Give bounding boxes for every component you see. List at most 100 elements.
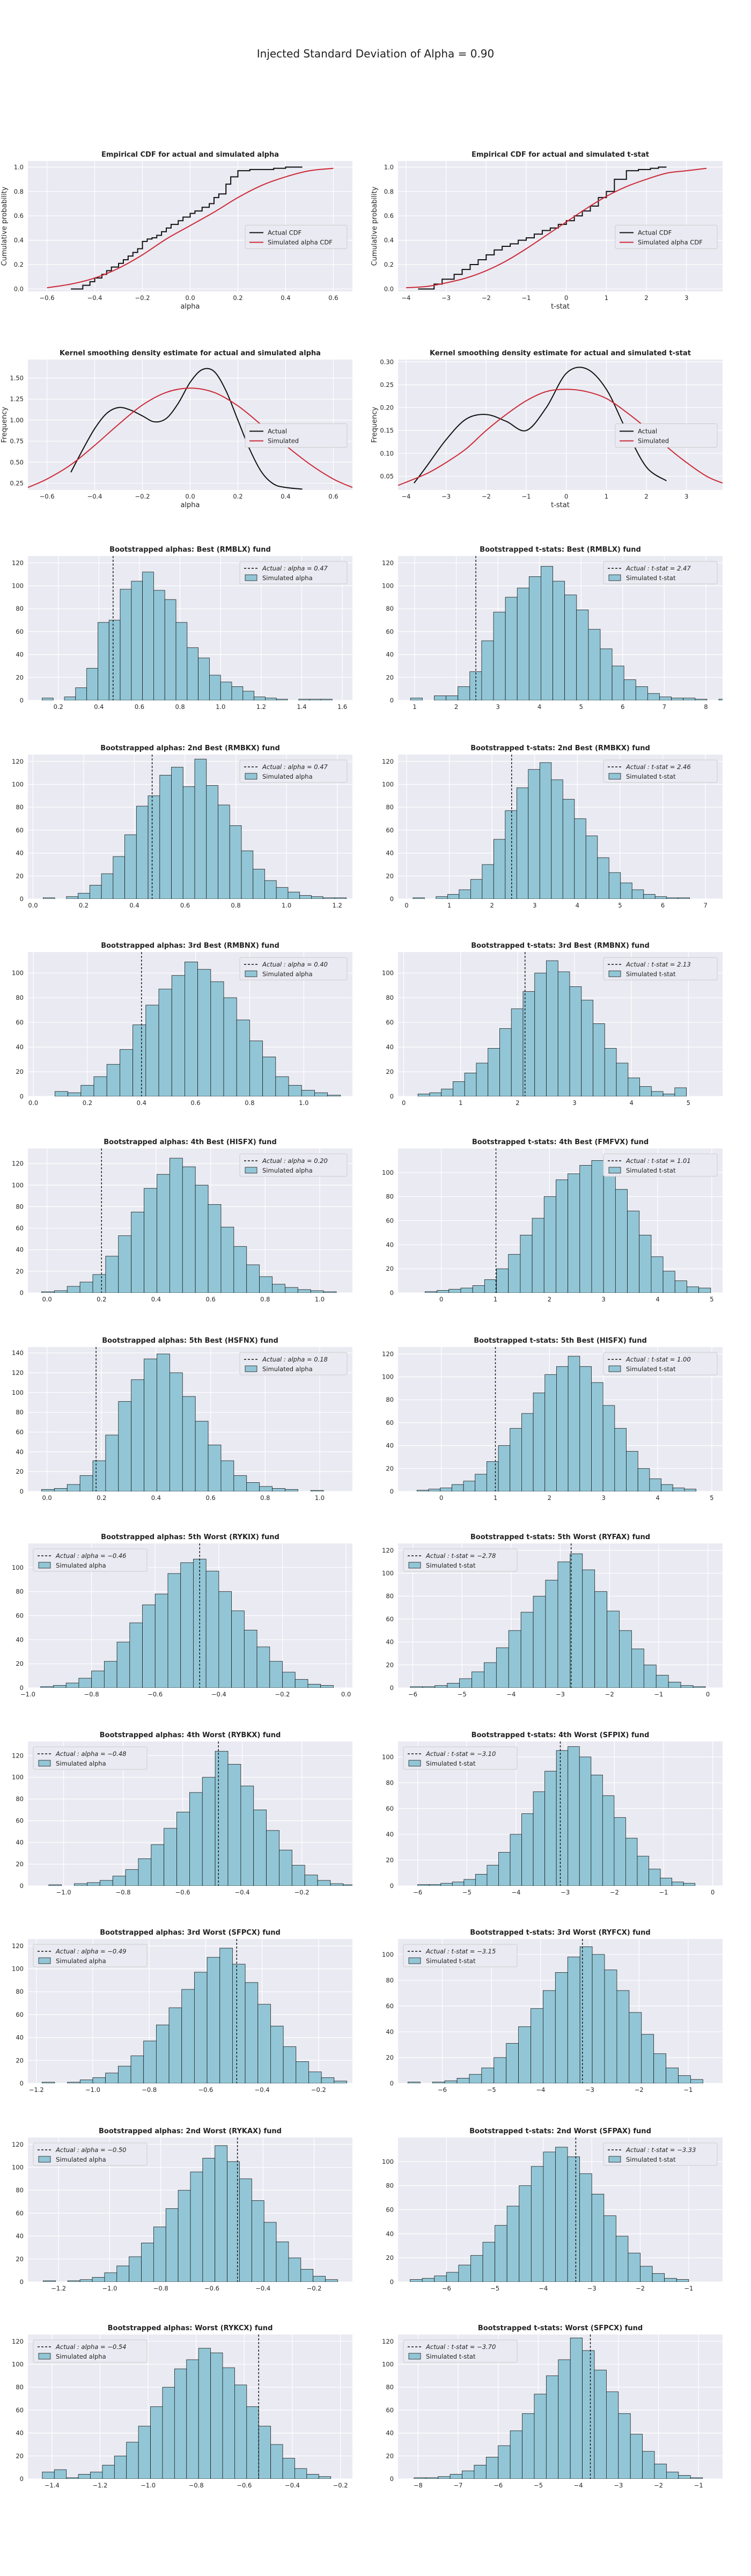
x-tick-label: 0.4 <box>151 1494 161 1502</box>
x-tick-label: 0.2 <box>233 294 242 302</box>
histogram-bar <box>520 1234 533 1293</box>
x-tick-label: 7 <box>703 902 707 909</box>
histogram-bar <box>459 889 471 899</box>
legend-box <box>33 1548 148 1572</box>
y-tick-label: 60 <box>386 1615 394 1623</box>
x-tick-label: −5 <box>490 2285 499 2292</box>
y-tick-label: 0.2 <box>384 261 394 268</box>
histogram-bar <box>643 894 656 899</box>
histogram-bar <box>55 1091 69 1096</box>
y-tick-label: 80 <box>16 1203 24 1210</box>
y-tick-label: 20 <box>16 1468 24 1475</box>
y-tick-label: 60 <box>386 2206 394 2214</box>
y-tick-label: 60 <box>386 1805 394 1812</box>
histogram-bar <box>297 1289 311 1293</box>
histogram-bar <box>106 1064 120 1096</box>
histogram-bar <box>185 961 198 1096</box>
y-tick-label: 60 <box>16 1225 24 1232</box>
x-tick-label: 2 <box>548 1494 551 1502</box>
histogram-bar <box>120 1049 134 1096</box>
histogram-bar <box>690 2079 703 2083</box>
histogram-bar <box>531 2008 543 2083</box>
y-tick-label: 0 <box>390 2475 394 2483</box>
y-tick-label: 60 <box>386 2406 394 2414</box>
histogram-bar <box>616 1990 630 2083</box>
histogram-bar <box>544 1374 557 1491</box>
histogram-bar <box>231 1611 245 1688</box>
chart-title: Bootstrapped t-stats: 3rd Worst (RYFCX) … <box>470 1929 650 1937</box>
histogram-bar <box>460 1287 473 1293</box>
histogram-bar <box>422 1686 436 1688</box>
histogram-bar <box>334 2081 347 2083</box>
legend-label-actual: Actual : alpha = −0.49 <box>55 1948 126 1955</box>
histogram-bar <box>79 1475 93 1491</box>
histogram-bar <box>42 897 55 899</box>
histogram-bar <box>120 589 132 700</box>
chart-title: Kernel smoothing density estimate for ac… <box>430 349 691 357</box>
x-tick-label: 1 <box>494 1494 497 1502</box>
histogram-bar <box>591 1775 603 1886</box>
histogram-bar <box>187 647 199 700</box>
y-tick-label: 20 <box>386 1856 394 1864</box>
series-line-1 <box>71 166 303 290</box>
chart-8: 0 1 2 3 4 5 6 7 0 20 40 60 80 100 120 Bootstrapped t-st… <box>382 744 723 909</box>
x-tick-label: 1 <box>413 703 416 711</box>
histogram-bar <box>272 1488 285 1491</box>
histogram-bar <box>320 699 333 700</box>
histogram-bar <box>54 1488 68 1491</box>
plot-marks <box>416 1347 696 1491</box>
x-tick-label: 3 <box>533 902 536 909</box>
histogram-bar <box>435 1685 448 1688</box>
legend-swatch-simulated <box>38 1562 51 1569</box>
y-tick-label: 100 <box>12 2164 24 2171</box>
histogram-bar <box>567 2156 580 2282</box>
legend-box <box>403 1944 518 1967</box>
chart-5: 0.2 0.4 0.6 0.8 1.0 1.2 1.4 1.6 0 20 40 60 80 100 120 B… <box>12 546 352 711</box>
histogram-bar <box>555 2147 568 2282</box>
y-tick-label: 120 <box>382 758 394 765</box>
histogram-bar <box>253 869 265 899</box>
y-tick-label: 120 <box>12 758 24 765</box>
histogram-bar <box>197 969 211 1096</box>
histogram-bar <box>300 2269 314 2282</box>
histogram-bar <box>664 2278 677 2282</box>
y-tick-label: 60 <box>16 2406 24 2414</box>
x-tick-label: 0.2 <box>97 1494 106 1502</box>
histogram-bar <box>434 2275 447 2282</box>
histogram-bar <box>116 1642 130 1688</box>
histogram-bar <box>288 2257 301 2282</box>
y-tick-label: 100 <box>382 2361 394 2368</box>
x-tick-label: 0.2 <box>83 1099 92 1107</box>
y-tick-label: 0.8 <box>14 188 24 195</box>
x-tick-label: −6 <box>438 2086 447 2094</box>
chart-3: −0.6 −0.4 −0.2 0.0 0.2 0.4 0.6 0.25 0.50 0.75 1.00… <box>1 349 352 509</box>
chart-title: Bootstrapped t-stats: 3rd Best (RMBNX) f… <box>471 942 650 950</box>
histogram-bar <box>568 1356 580 1491</box>
histogram-bar <box>258 2426 271 2479</box>
y-tick-label: 80 <box>16 1795 24 1803</box>
plot-marks <box>41 1347 324 1491</box>
histogram-bar <box>674 1280 687 1293</box>
histogram-bar <box>205 1571 219 1688</box>
y-tick-label: 0.8 <box>384 188 394 195</box>
histogram-bar <box>556 1366 569 1491</box>
legend-box <box>239 759 348 783</box>
legend-label: Simulated alpha CDF <box>638 239 703 246</box>
histogram-bar <box>141 2243 154 2282</box>
legend-box <box>615 225 718 249</box>
y-tick-label: 100 <box>382 1753 394 1761</box>
x-tick-label: −3 <box>561 1889 570 1896</box>
y-tick-label: 120 <box>12 2338 24 2345</box>
legend-box <box>245 423 348 448</box>
y-axis-label: Frequency <box>1 407 9 443</box>
histogram-bar <box>130 2055 144 2083</box>
y-tick-label: 0.75 <box>10 437 24 445</box>
histogram-bar <box>256 1646 270 1688</box>
x-tick-label: −1.0 <box>141 2482 156 2489</box>
chart-22: −6 −5 −4 −3 −2 −1 0 20 40 60 80 100 Bootstrapped t-s… <box>382 2127 723 2292</box>
legend-label-simulated: Simulated alpha <box>262 1167 313 1174</box>
histogram-bar <box>310 1490 324 1491</box>
chart-10: 0 1 2 3 4 5 0 20 40 60 80 100 Bootstrapped t-stats: … <box>382 942 723 1107</box>
histogram-bar <box>487 1865 499 1886</box>
x-tick-label: 0 <box>439 1494 443 1502</box>
